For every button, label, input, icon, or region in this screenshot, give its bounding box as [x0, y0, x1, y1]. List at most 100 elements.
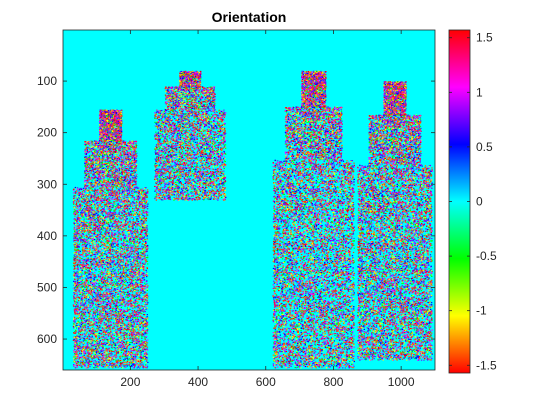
orientation-pixel [137, 353, 139, 355]
orientation-pixel [97, 158, 99, 160]
orientation-pixel [95, 306, 97, 308]
orientation-pixel [99, 285, 102, 287]
orientation-pixel [85, 353, 87, 355]
orientation-pixel [82, 324, 84, 326]
orientation-pixel [145, 362, 147, 364]
orientation-pixel [76, 355, 78, 357]
orientation-pixel [72, 203, 75, 205]
orientation-pixel [120, 332, 123, 334]
orientation-pixel [128, 242, 130, 244]
orientation-pixel [90, 252, 92, 254]
orientation-pixel [116, 276, 118, 278]
orientation-pixel [123, 217, 126, 219]
orientation-pixel [144, 333, 146, 335]
orientation-pixel [83, 199, 85, 201]
orientation-pixel [93, 219, 95, 221]
orientation-pixel [146, 354, 148, 356]
orientation-pixel [135, 245, 137, 247]
orientation-pixel [86, 287, 88, 289]
orientation-pixel [133, 151, 135, 153]
orientation-pixel [88, 360, 90, 362]
orientation-pixel [81, 213, 83, 215]
orientation-pixel [131, 227, 133, 229]
orientation-pixel [138, 329, 140, 331]
orientation-pixel [122, 163, 125, 165]
orientation-pixel [102, 343, 104, 345]
orientation-pixel [130, 313, 132, 315]
orientation-pixel [102, 152, 105, 154]
orientation-pixel [132, 228, 134, 230]
orientation-pixel [103, 288, 105, 290]
orientation-pixel [137, 243, 139, 245]
orientation-pixel [131, 184, 134, 186]
orientation-pixel [116, 365, 118, 367]
orientation-pixel [111, 357, 113, 359]
orientation-pixel [97, 357, 99, 359]
orientation-pixel [138, 349, 140, 351]
orientation-pixel [144, 199, 146, 201]
orientation-pixel [86, 239, 88, 241]
orientation-pixel [107, 334, 109, 336]
orientation-pixel [141, 343, 143, 345]
orientation-pixel [130, 363, 132, 365]
orientation-pixel [98, 261, 101, 263]
orientation-pixel [142, 328, 144, 330]
orientation-pixel [127, 241, 129, 243]
orientation-pixel [122, 341, 125, 343]
orientation-pixel [92, 305, 94, 307]
orientation-pixel [127, 276, 129, 278]
orientation-pixel [82, 197, 84, 199]
orientation-pixel [102, 273, 104, 275]
orientation-pixel [119, 159, 121, 161]
orientation-pixel [118, 188, 120, 190]
orientation-pixel [105, 287, 107, 289]
orientation-pixel [118, 192, 121, 194]
orientation-pixel [136, 350, 139, 352]
orientation-pixel [114, 320, 117, 322]
orientation-pixel [125, 207, 127, 209]
orientation-pixel [120, 260, 122, 262]
orientation-pixel [119, 197, 121, 199]
orientation-pixel [83, 356, 85, 358]
orientation-pixel [127, 333, 130, 335]
orientation-pixel [146, 230, 148, 232]
orientation-pixel [111, 191, 113, 193]
orientation-pixel [86, 250, 88, 252]
orientation-pixel [134, 251, 136, 253]
orientation-pixel [119, 225, 121, 227]
orientation-pixel [83, 263, 85, 265]
orientation-pixel [130, 206, 132, 208]
orientation-pixel [91, 232, 93, 234]
orientation-pixel [88, 211, 90, 213]
orientation-pixel [130, 241, 132, 243]
orientation-pixel [129, 298, 132, 300]
orientation-pixel [111, 188, 114, 190]
orientation-pixel [130, 202, 132, 204]
orientation-pixel [94, 310, 97, 312]
orientation-pixel [110, 110, 112, 112]
orientation-pixel [126, 341, 129, 343]
orientation-pixel [141, 329, 143, 331]
orientation-pixel [108, 243, 110, 245]
orientation-pixel [125, 280, 127, 282]
orientation-pixel [137, 295, 140, 297]
orientation-pixel [100, 303, 102, 305]
orientation-pixel [111, 195, 113, 197]
orientation-pixel [87, 166, 89, 168]
orientation-pixel [73, 238, 75, 240]
orientation-pixel [126, 341, 128, 343]
orientation-pixel [83, 310, 85, 312]
orientation-pixel [111, 285, 113, 287]
orientation-pixel [123, 252, 126, 254]
orientation-pixel [115, 309, 117, 311]
orientation-pixel [143, 335, 145, 337]
orientation-pixel [129, 226, 131, 228]
orientation-pixel [133, 197, 135, 199]
orientation-pixel [140, 229, 143, 231]
orientation-pixel [129, 320, 131, 322]
orientation-pixel [102, 169, 105, 171]
orientation-pixel [140, 223, 142, 225]
orientation-pixel [93, 248, 96, 250]
orientation-pixel [102, 146, 104, 148]
orientation-pixel [78, 364, 81, 366]
